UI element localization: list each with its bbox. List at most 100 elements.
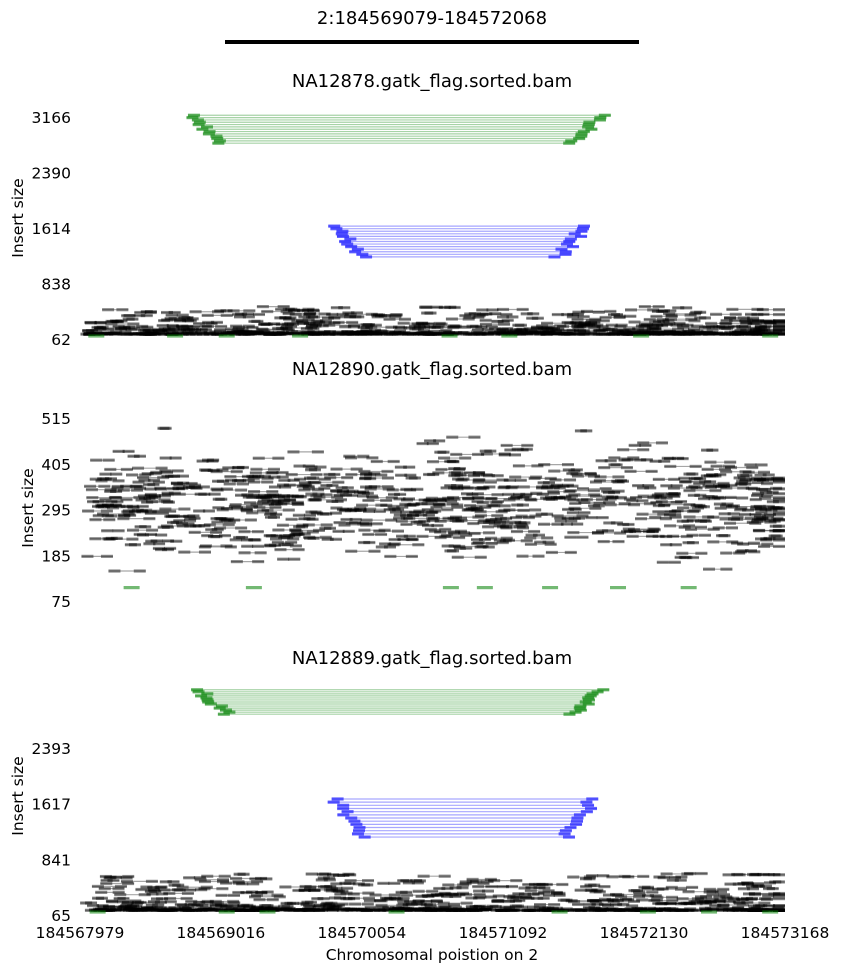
read-mark — [656, 560, 669, 564]
read-mark — [506, 908, 519, 912]
read-mark — [209, 899, 222, 904]
read-mark — [693, 503, 706, 508]
read-mark — [306, 324, 319, 328]
read-mark — [651, 309, 664, 313]
read-mark — [648, 332, 661, 336]
read-mark — [302, 484, 315, 489]
read-mark — [212, 310, 225, 314]
read-mark — [360, 518, 373, 522]
read-mark — [405, 554, 418, 559]
split-read-mark — [762, 334, 779, 338]
read-mark — [268, 908, 281, 912]
read-mark — [614, 908, 627, 912]
read-mark — [734, 328, 747, 332]
read-mark — [460, 492, 473, 496]
read-mark — [773, 507, 785, 511]
read-mark — [644, 486, 657, 490]
read-mark — [242, 495, 255, 499]
read-mark — [324, 476, 337, 480]
read-mark — [742, 508, 755, 512]
read-mark — [753, 908, 766, 912]
read-mark — [280, 901, 293, 906]
read-mark — [134, 486, 147, 490]
read-mark — [420, 900, 433, 904]
read-mark — [184, 519, 197, 523]
read-mark — [720, 551, 733, 555]
read-mark — [390, 908, 403, 912]
read-mark — [164, 332, 177, 336]
read-mark — [342, 332, 355, 336]
series-concordant — [80, 871, 785, 912]
read-mark — [264, 543, 277, 547]
read-mark — [445, 499, 458, 503]
read-mark — [519, 895, 532, 899]
read-mark — [203, 523, 216, 527]
read-mark — [514, 331, 527, 335]
read-mark — [445, 907, 458, 911]
read-mark — [605, 323, 618, 327]
series-split — [88, 334, 779, 338]
read-mark — [238, 332, 251, 336]
read-mark — [390, 897, 403, 901]
read-mark — [400, 513, 413, 518]
read-mark — [463, 508, 476, 512]
read-mark — [472, 905, 485, 909]
read-mark — [317, 876, 330, 880]
read-mark — [540, 329, 553, 333]
read-mark — [702, 332, 715, 336]
read-mark — [553, 893, 566, 897]
read-mark — [747, 322, 760, 326]
read-mark — [704, 332, 717, 336]
read-mark — [751, 908, 764, 912]
read-mark — [663, 329, 676, 333]
read-mark — [688, 509, 701, 513]
read-mark — [418, 498, 431, 502]
read-mark — [415, 908, 428, 912]
read-mark — [773, 873, 785, 877]
read-mark — [586, 898, 599, 903]
read-mark — [233, 872, 246, 876]
read-mark — [451, 503, 464, 507]
read-mark — [688, 312, 701, 316]
read-mark — [364, 473, 377, 477]
read-mark — [476, 332, 489, 336]
read-mark — [657, 512, 670, 516]
read-mark — [393, 516, 406, 520]
read-mark — [359, 476, 372, 481]
read-mark — [140, 908, 153, 912]
read-mark — [633, 890, 646, 894]
read-mark — [195, 908, 208, 912]
read-mark — [531, 896, 544, 900]
read-mark — [497, 519, 510, 523]
read-mark — [720, 318, 733, 323]
read-mark — [266, 331, 279, 335]
read-mark — [279, 332, 292, 336]
read-mark — [308, 498, 321, 502]
read-mark — [503, 508, 516, 512]
read-mark — [412, 510, 425, 514]
read-mark — [748, 487, 761, 491]
read-mark — [272, 456, 285, 460]
read-mark — [427, 516, 440, 521]
read-mark — [757, 470, 770, 474]
read-mark — [597, 319, 610, 323]
read-mark — [144, 332, 157, 336]
read-mark — [660, 543, 673, 547]
read-mark — [282, 508, 295, 512]
read-mark — [135, 498, 148, 502]
read-mark — [773, 538, 785, 542]
read-mark — [364, 476, 377, 481]
read-mark — [720, 567, 733, 571]
read-mark — [220, 313, 233, 317]
split-read-mark — [633, 334, 650, 338]
read-mark — [98, 331, 111, 336]
read-mark — [330, 489, 343, 493]
read-mark — [660, 322, 673, 326]
read-mark — [298, 315, 311, 319]
read-mark — [570, 472, 583, 476]
read-mark — [371, 313, 384, 317]
read-mark — [157, 331, 170, 335]
read-mark — [240, 329, 253, 334]
read-mark — [584, 907, 597, 911]
read-mark — [434, 535, 447, 540]
